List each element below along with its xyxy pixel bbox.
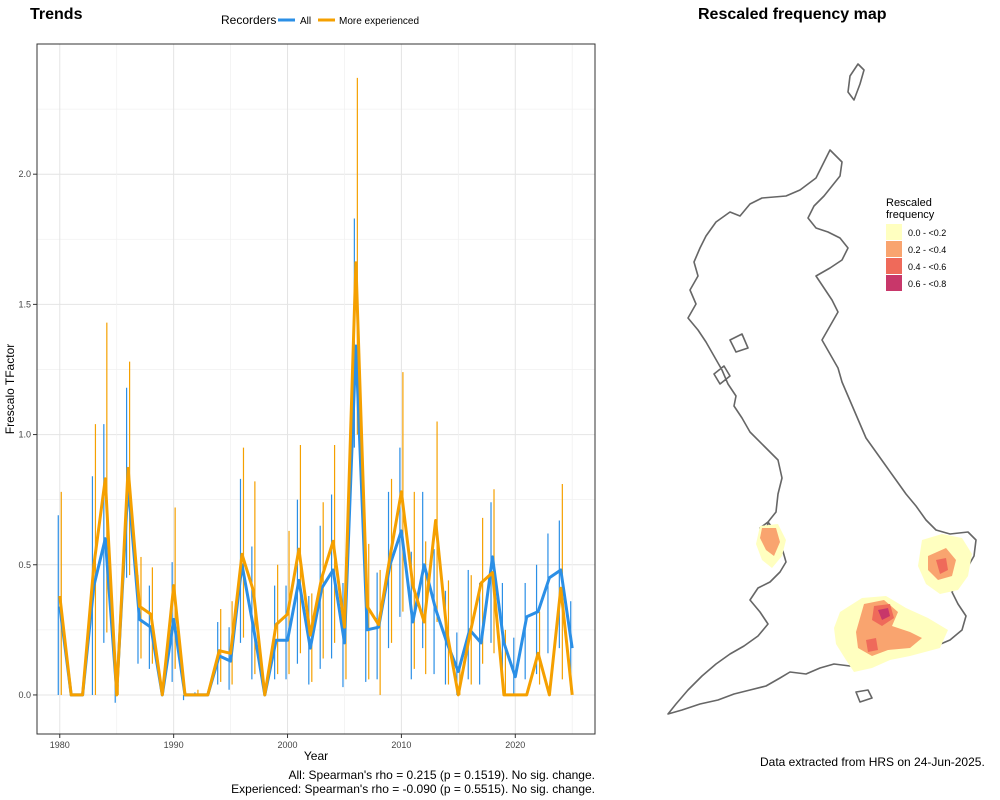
map-legend-swatch-2 — [886, 258, 902, 274]
y-tick-label: 1.5 — [18, 299, 31, 309]
x-tick-label: 1980 — [50, 740, 70, 750]
trends-chart: Recorders All More experienced 1980 1990 2… — [3, 13, 596, 763]
frequency-patches — [756, 524, 972, 672]
series-line-all — [58, 344, 574, 697]
map-legend-label-0: 0.0 - <0.2 — [908, 228, 946, 238]
map-legend-label-3: 0.6 - <0.8 — [908, 279, 946, 289]
map-legend-swatch-0 — [886, 224, 902, 240]
trends-title: Trends — [30, 6, 83, 23]
plot-border — [36, 43, 596, 735]
map-legend-swatch-1 — [886, 241, 902, 257]
x-axis-label: Year — [304, 749, 328, 763]
map-legend-title-line1: Rescaled — [886, 197, 932, 209]
legend-label-experienced: More experienced — [339, 16, 419, 27]
y-tick-label: 2.0 — [18, 169, 31, 179]
map-legend-swatch-3 — [886, 275, 902, 291]
patch-norfolk-high — [936, 558, 948, 574]
patch-wales-mid — [760, 528, 780, 556]
frequency-map: Rescaled frequency 0.0 - <0.2 0.2 - <0.4… — [667, 63, 977, 715]
axis-ticks: 1980 1990 2000 2010 2020 0.0 0.5 1.0 1.5 2.0 — [18, 169, 525, 750]
y-tick-label: 0.5 — [18, 560, 31, 570]
y-tick-label: 0.0 — [18, 690, 31, 700]
map-footer: Data extracted from HRS on 24-Jun-2025. — [760, 755, 985, 769]
stats-block: All: Spearman's rho = 0.215 (p = 0.1519)… — [75, 768, 595, 796]
y-axis-label: Frescalo TFactor — [3, 344, 17, 434]
patch-south-top — [878, 608, 890, 620]
x-tick-label: 2000 — [278, 740, 298, 750]
trends-legend: Recorders All More experienced — [221, 13, 419, 27]
map-legend-label-2: 0.4 - <0.6 — [908, 262, 946, 272]
gb-outline — [667, 63, 977, 715]
map-legend: Rescaled frequency 0.0 - <0.2 0.2 - <0.4… — [886, 197, 946, 291]
y-tick-label: 1.0 — [18, 430, 31, 440]
stats-all: All: Spearman's rho = 0.215 (p = 0.1519)… — [288, 768, 595, 782]
grid — [37, 44, 595, 734]
series-lines — [58, 261, 574, 697]
map-legend-title-line2: frequency — [886, 209, 935, 221]
series-line-experienced — [58, 261, 574, 697]
legend-label-all: All — [300, 16, 311, 27]
map-title: Rescaled frequency map — [698, 6, 887, 23]
x-tick-label: 2020 — [505, 740, 525, 750]
x-tick-label: 2010 — [391, 740, 411, 750]
x-tick-label: 1990 — [164, 740, 184, 750]
stats-experienced: Experienced: Spearman's rho = -0.090 (p … — [231, 782, 595, 796]
map-legend-label-1: 0.2 - <0.4 — [908, 245, 946, 255]
legend-title: Recorders — [221, 13, 276, 27]
